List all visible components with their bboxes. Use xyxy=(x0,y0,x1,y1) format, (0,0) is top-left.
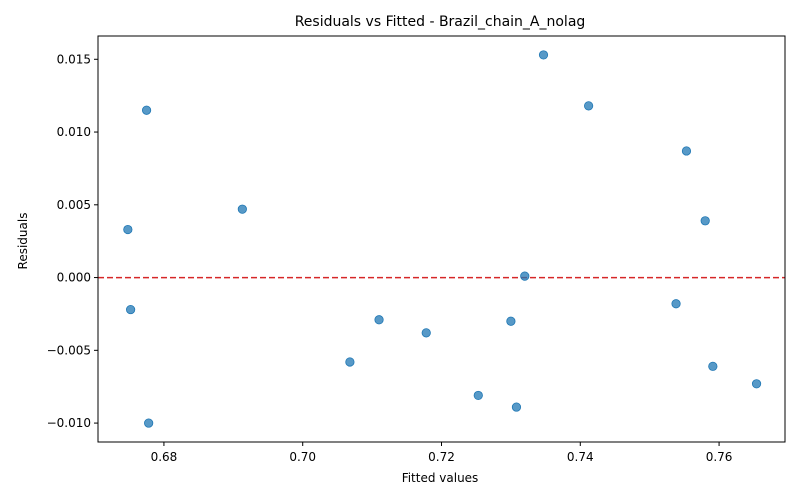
scatter-point-9 xyxy=(506,316,516,326)
scatter-point-1 xyxy=(126,304,136,315)
y-tick-label: 0.015 xyxy=(57,52,91,66)
scatter-point-14 xyxy=(671,299,681,309)
x-axis-label: Fitted values xyxy=(402,471,479,485)
scatter-point-4 xyxy=(237,204,247,214)
y-tick-label: −0.010 xyxy=(47,416,91,430)
scatter-point-18 xyxy=(751,379,762,389)
y-tick-label: 0.010 xyxy=(57,125,91,139)
scatter-point-7 xyxy=(421,328,431,338)
scatter-point-16 xyxy=(700,216,710,226)
scatter-point-13 xyxy=(584,101,594,111)
scatter-point-6 xyxy=(374,315,384,325)
plot-area xyxy=(98,50,785,428)
y-tick-label: 0.000 xyxy=(57,271,91,285)
scatter-point-8 xyxy=(473,390,483,401)
x-tick-label: 0.70 xyxy=(289,450,316,464)
y-axis-label: Residuals xyxy=(16,213,30,270)
y-axis-ticks: −0.010 −0.005 0.000 0.005 0.010 0.015 xyxy=(47,52,98,430)
scatter-point-11 xyxy=(520,271,530,281)
scatter-point-17 xyxy=(708,361,718,371)
scatter-point-0 xyxy=(123,224,133,235)
y-tick-label: 0.005 xyxy=(57,198,91,212)
scatter-point-3 xyxy=(144,418,154,428)
scatter-point-12 xyxy=(538,50,549,60)
x-tick-label: 0.68 xyxy=(151,450,178,464)
scatter-point-15 xyxy=(681,146,692,156)
x-tick-label: 0.72 xyxy=(428,450,455,464)
x-tick-label: 0.74 xyxy=(567,450,594,464)
chart-title: Residuals vs Fitted - Brazil_chain_A_nol… xyxy=(295,14,586,30)
axes-frame xyxy=(97,35,786,443)
x-tick-label: 0.76 xyxy=(706,450,733,464)
y-tick-label: −0.005 xyxy=(47,343,91,357)
scatter-point-10 xyxy=(511,402,522,412)
x-axis-ticks: 0.68 0.70 0.72 0.74 0.76 xyxy=(151,442,733,464)
scatter-point-5 xyxy=(345,357,355,367)
scatter-point-2 xyxy=(141,105,152,115)
